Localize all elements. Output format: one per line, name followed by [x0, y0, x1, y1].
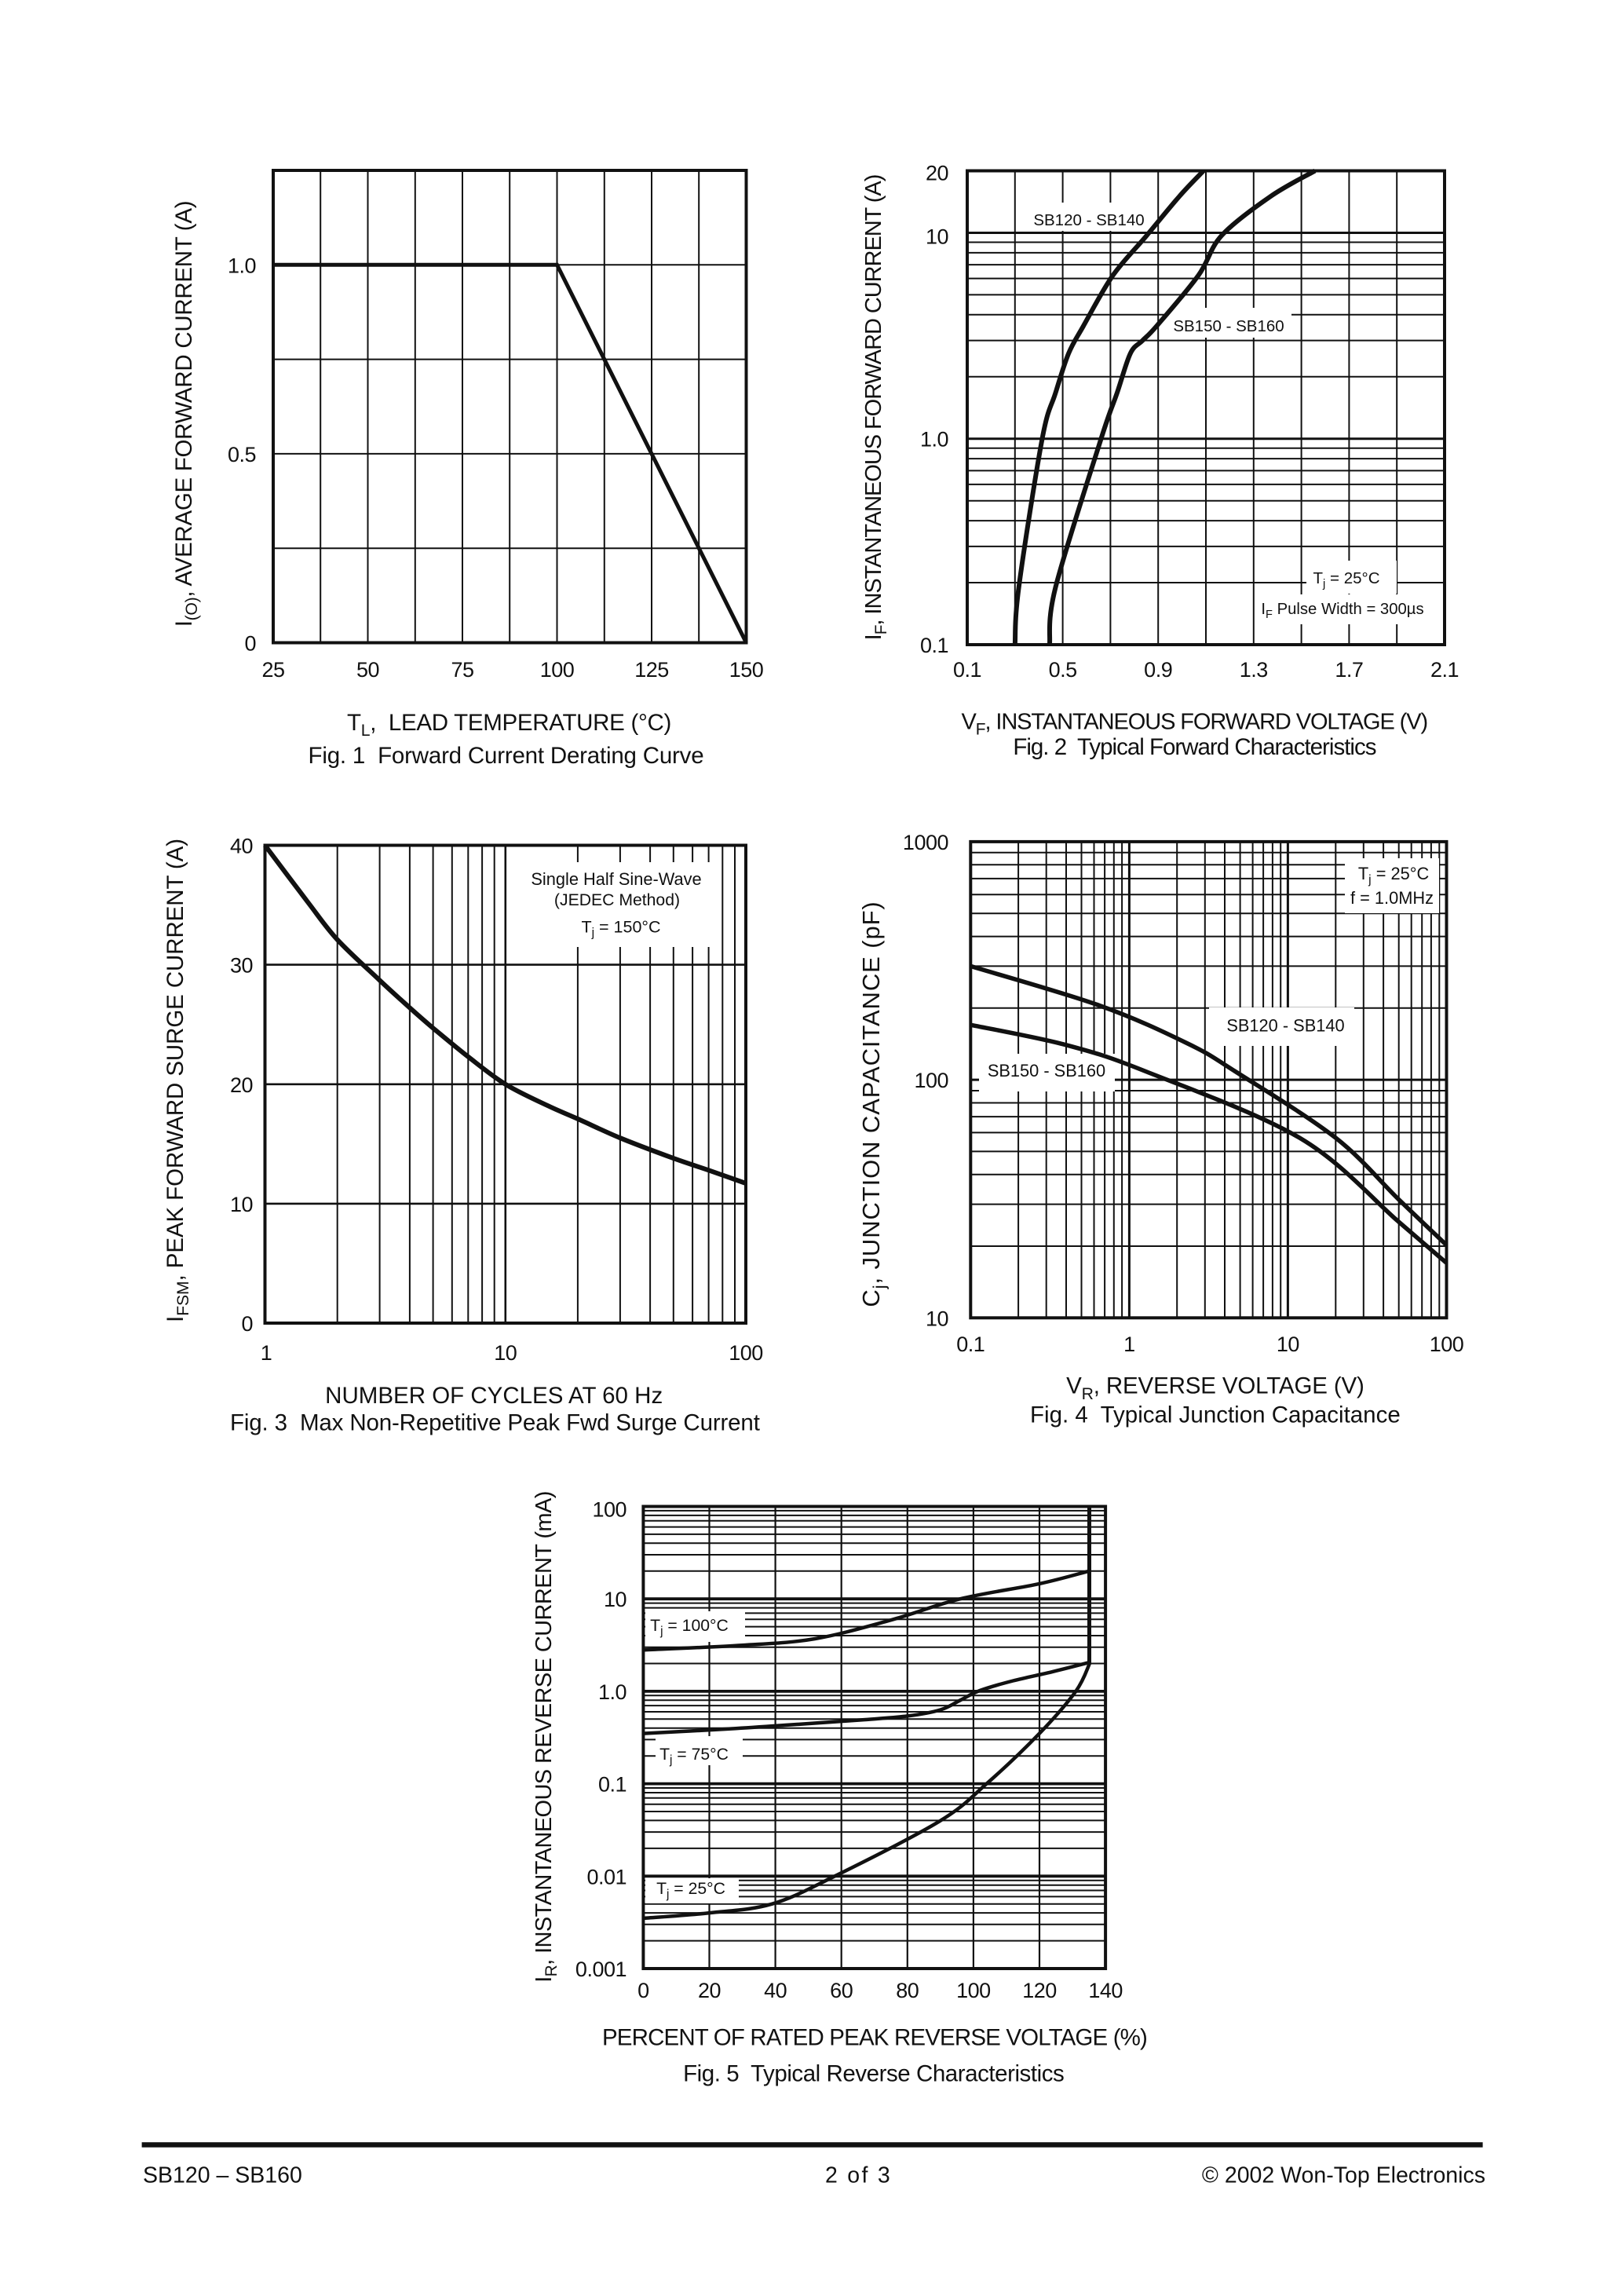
svg-text:VF​, INSTANTANEOUS FORWARD VOL: VF​, INSTANTANEOUS FORWARD VOLTAGE (V): [962, 710, 1427, 739]
svg-text:10: 10: [604, 1588, 627, 1611]
svg-text:0.9: 0.9: [1144, 658, 1172, 682]
svg-text:Fig. 4 Typical Junction Capac: Fig. 4 Typical Junction Capacitance: [1030, 1402, 1401, 1428]
svg-text:100: 100: [1430, 1333, 1464, 1356]
svg-text:Tj​ = 100°C: Tj​ = 100°C: [650, 1617, 729, 1638]
svg-text:Tj​ = 150°C: Tj​ = 150°C: [581, 917, 660, 939]
svg-text:100: 100: [956, 1979, 991, 2002]
svg-text:10: 10: [926, 1307, 948, 1330]
svg-text:1: 1: [1123, 1333, 1135, 1356]
svg-text:120: 120: [1022, 1979, 1057, 2002]
svg-text:30: 30: [230, 954, 253, 978]
svg-text:0: 0: [637, 1979, 649, 2002]
svg-text:1.0: 1.0: [228, 254, 256, 277]
svg-text:50: 50: [356, 658, 379, 682]
svg-text:I(O)​, AVERAGE FORWARD CURRENT: I(O)​, AVERAGE FORWARD CURRENT (A): [171, 201, 201, 627]
svg-text:1.0: 1.0: [920, 428, 948, 452]
svg-text:Fig. 3 Max Non-Repetitive Pea: Fig. 3 Max Non-Repetitive Peak Fwd Surge…: [230, 1409, 760, 1435]
svg-text:1: 1: [261, 1341, 272, 1365]
svg-text:40: 40: [764, 1979, 787, 2002]
svg-text:Tj​ = 25°C: Tj​ = 25°C: [1358, 864, 1429, 887]
svg-text:10: 10: [926, 225, 948, 249]
svg-text:© 2002 Won-Top Electronics: © 2002 Won-Top Electronics: [1202, 2163, 1485, 2188]
svg-text:VR​, REVERSE VOLTAGE (V): VR​, REVERSE VOLTAGE (V): [1066, 1373, 1364, 1403]
svg-text:SB120 - SB140: SB120 - SB140: [1033, 211, 1144, 229]
svg-text:IF​ Pulse Width = 300µs: IF​ Pulse Width = 300µs: [1261, 601, 1423, 621]
svg-text:10: 10: [494, 1341, 517, 1365]
svg-text:SB150 - SB160: SB150 - SB160: [988, 1061, 1105, 1080]
svg-text:0.001: 0.001: [575, 1958, 627, 1981]
svg-text:0.1: 0.1: [956, 1333, 985, 1356]
svg-text:NUMBER OF CYCLES AT 60 Hz: NUMBER OF CYCLES AT 60 Hz: [325, 1383, 663, 1409]
svg-text:0.5: 0.5: [228, 443, 256, 466]
svg-text:0: 0: [241, 1312, 253, 1336]
svg-text:20: 20: [926, 162, 948, 185]
svg-text:Cj​, JUNCTION CAPACITANCE (pF): Cj​, JUNCTION CAPACITANCE (pF): [857, 901, 889, 1307]
svg-text:IR​, INSTANTANEOUS REVERSE CUR: IR​, INSTANTANEOUS REVERSE CURRENT (mA): [532, 1491, 561, 1983]
svg-text:0.01: 0.01: [586, 1865, 627, 1888]
svg-text:20: 20: [698, 1979, 721, 2002]
svg-text:80: 80: [896, 1979, 919, 2002]
svg-text:PERCENT OF RATED PEAK REVERSE: PERCENT OF RATED PEAK REVERSE VOLTAGE (%…: [602, 2025, 1147, 2051]
svg-text:TL​, LEAD TEMPERATURE (°C): TL​, LEAD TEMPERATURE (°C): [347, 710, 671, 740]
svg-text:100: 100: [592, 1498, 627, 1522]
svg-text:1.3: 1.3: [1240, 658, 1268, 682]
svg-text:1.7: 1.7: [1335, 658, 1363, 682]
svg-text:100: 100: [914, 1069, 948, 1092]
svg-text:SB120 – SB160: SB120 – SB160: [143, 2163, 302, 2188]
svg-text:10: 10: [1277, 1333, 1299, 1356]
svg-text:Fig. 2 Typical Forward Charac: Fig. 2 Typical Forward Characteristics: [1013, 734, 1375, 760]
svg-text:IF​, INSTANTANEOUS FORWARD CUR: IF​, INSTANTANEOUS FORWARD CURRENT (A): [861, 175, 890, 641]
svg-text:SB120 - SB140: SB120 - SB140: [1226, 1015, 1344, 1035]
svg-text:1000: 1000: [903, 831, 948, 854]
svg-text:140: 140: [1088, 1979, 1123, 2002]
svg-text:125: 125: [634, 658, 669, 682]
svg-text:0.1: 0.1: [598, 1773, 627, 1797]
svg-text:0.1: 0.1: [953, 658, 981, 682]
svg-text:75: 75: [451, 658, 473, 682]
svg-text:20: 20: [230, 1073, 253, 1097]
svg-text:f = 1.0MHz: f = 1.0MHz: [1350, 888, 1434, 908]
svg-text:Tj​ = 75°C: Tj​ = 75°C: [659, 1746, 729, 1767]
svg-text:SB150 - SB160: SB150 - SB160: [1173, 317, 1284, 335]
svg-text:Fig. 5 Typical Reverse Charac: Fig. 5 Typical Reverse Characteristics: [683, 2060, 1064, 2086]
svg-text:2.1: 2.1: [1430, 658, 1459, 682]
svg-text:(JEDEC Method): (JEDEC Method): [554, 891, 680, 909]
svg-text:40: 40: [230, 835, 253, 858]
svg-text:0: 0: [244, 632, 256, 656]
svg-text:100: 100: [729, 1341, 763, 1365]
svg-text:2 of 3: 2 of 3: [825, 2163, 892, 2188]
svg-text:IFSM​, PEAK FORWARD SURGE CURR: IFSM​, PEAK FORWARD SURGE CURRENT (A): [163, 839, 192, 1322]
svg-text:Tj​ = 25°C: Tj​ = 25°C: [1313, 569, 1380, 590]
svg-text:60: 60: [830, 1979, 853, 2002]
svg-text:Fig. 1 Forward Current Derati: Fig. 1 Forward Current Derating Curve: [309, 743, 704, 769]
svg-text:150: 150: [729, 658, 764, 682]
svg-text:0.1: 0.1: [920, 634, 948, 657]
svg-text:0.5: 0.5: [1049, 658, 1077, 682]
svg-text:25: 25: [261, 658, 284, 682]
svg-text:100: 100: [540, 658, 575, 682]
svg-text:Tj​ = 25°C: Tj​ = 25°C: [656, 1880, 725, 1901]
svg-text:10: 10: [230, 1193, 253, 1216]
svg-text:1.0: 1.0: [598, 1680, 627, 1704]
svg-text:Single Half Sine-Wave: Single Half Sine-Wave: [531, 869, 701, 889]
